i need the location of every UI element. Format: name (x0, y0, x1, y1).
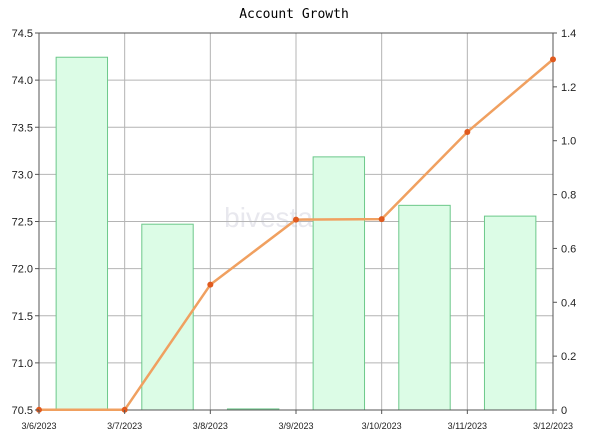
bar-3/8/2023 (141, 223, 194, 411)
bar-3/11/2023 (398, 204, 451, 411)
x-tick-label: 3/8/2023 (193, 421, 228, 431)
y-right-tick-label: 0 (561, 405, 567, 417)
bar-3/10/2023 (312, 156, 366, 411)
x-tick-label: 3/10/2023 (362, 421, 402, 431)
chart-title: Account Growth (239, 7, 349, 22)
y-right-tick-label: 0.2 (561, 351, 576, 363)
x-tick-label: 3/9/2023 (278, 421, 313, 431)
x-tick-label: 3/7/2023 (107, 421, 142, 431)
y-left-tick-label: 73.5 (12, 122, 33, 134)
y-right-tick-label: 1.2 (561, 82, 576, 94)
y-right-tick-label: 1.0 (561, 136, 576, 148)
y-left-tick-label: 74.5 (12, 28, 33, 40)
y-left-tick-label: 73.0 (12, 169, 33, 181)
y-right-tick-label: 0.8 (561, 190, 576, 202)
y-left-tick-label: 70.5 (12, 405, 33, 417)
y-left-tick-label: 72.0 (12, 264, 33, 276)
bar-3/7/2023 (55, 56, 109, 411)
line-point-3/7/2023 (121, 406, 128, 413)
line-point-3/12/2023 (550, 56, 556, 63)
y-right-tick-label: 0.6 (561, 243, 576, 255)
x-tick-label: 3/6/2023 (21, 421, 56, 431)
y-right-tick-label: 1.4 (561, 28, 576, 40)
axes: 70.5 71.0 71.5 72.0 72.5 73.0 73.5 74.0 74.5 0 0.2… (12, 28, 577, 431)
x-tick-label: 3/12/2023 (533, 421, 573, 431)
line-point-3/10/2023 (378, 216, 385, 223)
y-left-tick-label: 74.0 (12, 75, 33, 87)
y-left-tick-label: 71.5 (12, 311, 33, 323)
bar-series (55, 56, 537, 411)
line-point-3/8/2023 (207, 281, 214, 288)
line-point-3/11/2023 (464, 128, 471, 135)
bar-3/12/2023 (483, 215, 537, 411)
y-right-tick-label: 0.4 (561, 297, 576, 309)
line-point-3/9/2023 (293, 216, 299, 223)
x-tick-label: 3/11/2023 (448, 421, 487, 431)
y-left-tick-label: 72.5 (12, 217, 33, 229)
y-left-tick-label: 71.0 (12, 358, 33, 370)
